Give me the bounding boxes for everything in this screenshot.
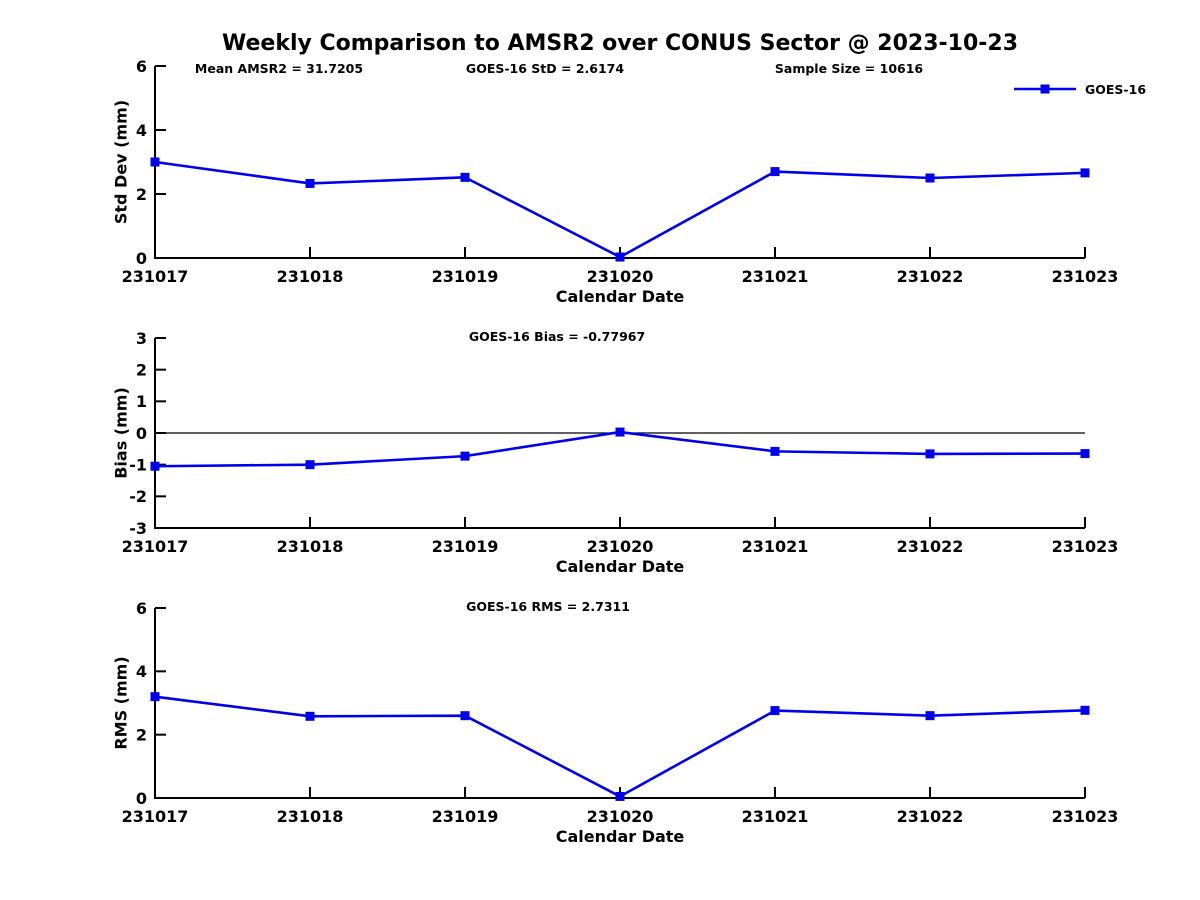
axis-spines	[154, 66, 1085, 259]
data-point-marker	[150, 157, 160, 167]
y-axis-label-bias: Bias (mm)	[111, 387, 131, 479]
y-tick-label: -2	[129, 487, 147, 506]
x-tick-label: 231022	[897, 537, 964, 556]
x-tick-label: 231020	[587, 267, 654, 286]
annotation-goes16-bias: GOES-16 Bias = -0.77967	[468, 329, 646, 344]
panel-bias: -3 -2 -1 0 1 2 3 231017 231018 231019 231020 231021…	[122, 329, 1119, 556]
y-tick-label: 2	[136, 725, 147, 744]
data-line-rms	[154, 695, 1086, 798]
x-tick-label: 231021	[742, 807, 809, 826]
figure-title: Weekly Comparison to AMSR2 over CONUS Se…	[222, 31, 1018, 56]
x-tick-label: 231017	[122, 267, 189, 286]
data-point-marker	[615, 791, 625, 801]
data-point-marker	[770, 167, 780, 177]
data-point-marker	[460, 172, 470, 182]
x-tick-label: 231018	[277, 537, 344, 556]
x-axis-label-calendar-date-3: Calendar Date	[555, 827, 685, 846]
data-line-std-dev	[154, 160, 1086, 259]
y-tick-label: 2	[136, 360, 147, 379]
legend-label: GOES-16	[1085, 81, 1147, 97]
panel-std-dev: 0 2 4 6 231017 231018 231019 231020 231021 231022…	[122, 57, 1119, 286]
data-point-marker	[305, 711, 315, 721]
legend: GOES-16	[1014, 80, 1146, 98]
x-tick-label: 231018	[277, 267, 344, 286]
x-tick-label: 231019	[432, 267, 499, 286]
y-tick-label: 4	[136, 121, 147, 140]
y-axis-label-rms: RMS (mm)	[111, 656, 131, 750]
x-tick-label: 231020	[587, 537, 654, 556]
y-tick-label: 0	[136, 424, 147, 443]
panel-rms: 0 2 4 6 231017 231018 231019 231020 231021 231022…	[122, 599, 1119, 826]
data-point-marker	[770, 706, 780, 716]
x-tick-label: 231021	[742, 267, 809, 286]
data-point-marker	[925, 449, 935, 459]
data-point-marker	[615, 252, 625, 262]
x-axis-label-calendar-date-2: Calendar Date	[555, 557, 685, 576]
y-tick-label: 0	[136, 789, 147, 808]
axis-spines	[154, 608, 1085, 799]
data-point-marker	[305, 460, 315, 470]
y-tick-label: 1	[136, 392, 147, 411]
data-point-marker	[770, 446, 780, 456]
data-point-marker	[305, 178, 315, 188]
y-tick-label: 2	[136, 185, 147, 204]
annotation-goes16-std: GOES-16 StD = 2.6174	[465, 61, 625, 76]
data-point-marker	[925, 711, 935, 721]
data-point-marker	[150, 461, 160, 471]
y-tick-label: -3	[129, 519, 147, 538]
x-tick-label: 231017	[122, 537, 189, 556]
y-tick-label: 6	[136, 57, 147, 76]
x-tick-label: 231020	[587, 807, 654, 826]
annotation-mean-amsr2: Mean AMSR2 = 31.7205	[194, 61, 364, 76]
x-tick-label: 231017	[122, 807, 189, 826]
x-axis-label-calendar-date-1: Calendar Date	[555, 287, 685, 306]
annotation-goes16-rms: GOES-16 RMS = 2.7311	[466, 599, 630, 614]
annotation-sample-size: Sample Size = 10616	[774, 61, 924, 76]
x-tick-label: 231019	[432, 807, 499, 826]
y-tick-label: 0	[136, 249, 147, 268]
data-point-marker	[1080, 449, 1090, 459]
data-point-marker	[615, 427, 625, 437]
y-axis-label-std-dev: Std Dev (mm)	[111, 99, 131, 225]
data-point-marker	[1080, 705, 1090, 715]
x-tick-label: 231019	[432, 537, 499, 556]
y-tick-label: 4	[136, 662, 147, 681]
data-point-marker	[460, 451, 470, 461]
x-tick-label: 231021	[742, 537, 809, 556]
y-tick-label: 6	[136, 599, 147, 618]
data-point-marker	[460, 711, 470, 721]
legend-line-marker-icon	[1014, 84, 1076, 94]
data-line-bias	[154, 430, 1086, 468]
x-tick-label: 231023	[1052, 267, 1119, 286]
data-point-marker	[150, 692, 160, 702]
x-tick-label: 231018	[277, 807, 344, 826]
x-tick-label: 231023	[1052, 537, 1119, 556]
x-tick-label: 231022	[897, 267, 964, 286]
y-tick-label: 3	[136, 329, 147, 348]
x-tick-label: 231022	[897, 807, 964, 826]
data-point-marker	[1080, 168, 1090, 178]
data-point-marker	[925, 173, 935, 183]
y-tick-label: -1	[129, 455, 147, 474]
x-tick-label: 231023	[1052, 807, 1119, 826]
